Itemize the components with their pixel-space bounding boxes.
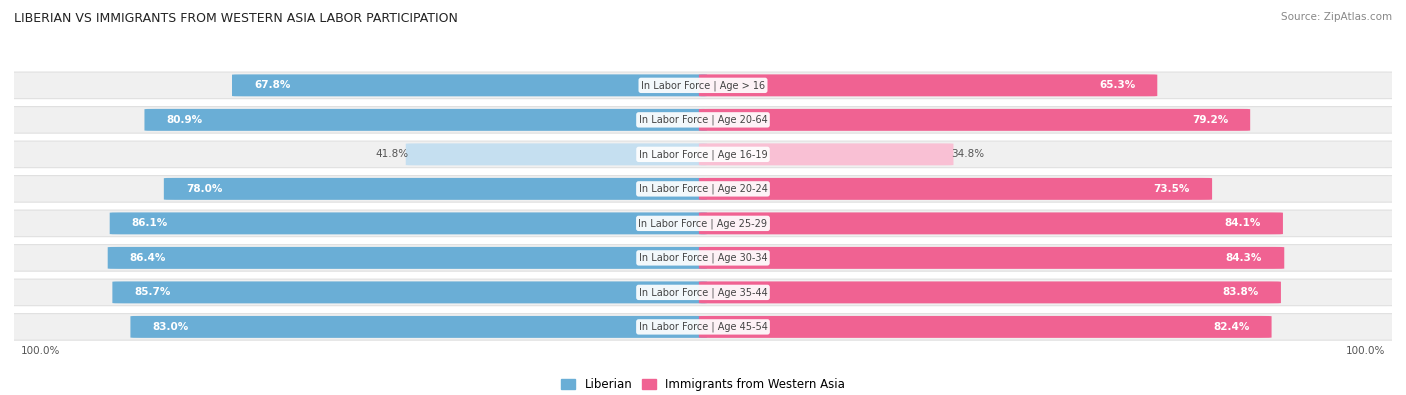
FancyBboxPatch shape: [699, 213, 1282, 234]
FancyBboxPatch shape: [0, 176, 1406, 202]
FancyBboxPatch shape: [110, 213, 707, 234]
FancyBboxPatch shape: [131, 316, 707, 338]
Text: 84.3%: 84.3%: [1226, 253, 1263, 263]
FancyBboxPatch shape: [108, 247, 707, 269]
Text: 86.4%: 86.4%: [129, 253, 166, 263]
Text: 100.0%: 100.0%: [21, 346, 60, 356]
Text: 83.8%: 83.8%: [1223, 288, 1258, 297]
FancyBboxPatch shape: [165, 178, 707, 200]
FancyBboxPatch shape: [406, 143, 707, 166]
FancyBboxPatch shape: [0, 210, 1406, 237]
Text: 73.5%: 73.5%: [1154, 184, 1189, 194]
FancyBboxPatch shape: [699, 178, 1212, 200]
FancyBboxPatch shape: [0, 279, 1406, 306]
FancyBboxPatch shape: [112, 281, 707, 303]
FancyBboxPatch shape: [0, 107, 1406, 133]
Text: 85.7%: 85.7%: [135, 288, 170, 297]
FancyBboxPatch shape: [0, 72, 1406, 99]
Text: 78.0%: 78.0%: [186, 184, 222, 194]
FancyBboxPatch shape: [699, 316, 1271, 338]
Text: 82.4%: 82.4%: [1213, 322, 1250, 332]
Text: 34.8%: 34.8%: [950, 149, 984, 159]
Text: In Labor Force | Age 30-34: In Labor Force | Age 30-34: [638, 253, 768, 263]
FancyBboxPatch shape: [0, 141, 1406, 167]
Text: 86.1%: 86.1%: [132, 218, 167, 228]
Text: In Labor Force | Age 35-44: In Labor Force | Age 35-44: [638, 287, 768, 298]
FancyBboxPatch shape: [699, 143, 953, 166]
Text: In Labor Force | Age > 16: In Labor Force | Age > 16: [641, 80, 765, 90]
Text: 41.8%: 41.8%: [375, 149, 409, 159]
Text: 80.9%: 80.9%: [166, 115, 202, 125]
Text: In Labor Force | Age 25-29: In Labor Force | Age 25-29: [638, 218, 768, 229]
FancyBboxPatch shape: [699, 247, 1284, 269]
FancyBboxPatch shape: [699, 74, 1157, 96]
Text: 84.1%: 84.1%: [1225, 218, 1261, 228]
FancyBboxPatch shape: [699, 281, 1281, 303]
Text: In Labor Force | Age 20-64: In Labor Force | Age 20-64: [638, 115, 768, 125]
Text: 67.8%: 67.8%: [254, 80, 291, 90]
Text: 65.3%: 65.3%: [1099, 80, 1135, 90]
Text: 100.0%: 100.0%: [1346, 346, 1385, 356]
Text: In Labor Force | Age 20-24: In Labor Force | Age 20-24: [638, 184, 768, 194]
Text: 83.0%: 83.0%: [152, 322, 188, 332]
Text: In Labor Force | Age 16-19: In Labor Force | Age 16-19: [638, 149, 768, 160]
FancyBboxPatch shape: [0, 314, 1406, 340]
Legend: Liberian, Immigrants from Western Asia: Liberian, Immigrants from Western Asia: [557, 373, 849, 395]
Text: In Labor Force | Age 45-54: In Labor Force | Age 45-54: [638, 322, 768, 332]
Text: Source: ZipAtlas.com: Source: ZipAtlas.com: [1281, 12, 1392, 22]
Text: 79.2%: 79.2%: [1192, 115, 1227, 125]
FancyBboxPatch shape: [699, 109, 1250, 131]
FancyBboxPatch shape: [0, 245, 1406, 271]
Text: LIBERIAN VS IMMIGRANTS FROM WESTERN ASIA LABOR PARTICIPATION: LIBERIAN VS IMMIGRANTS FROM WESTERN ASIA…: [14, 12, 458, 25]
FancyBboxPatch shape: [145, 109, 707, 131]
FancyBboxPatch shape: [232, 74, 707, 96]
